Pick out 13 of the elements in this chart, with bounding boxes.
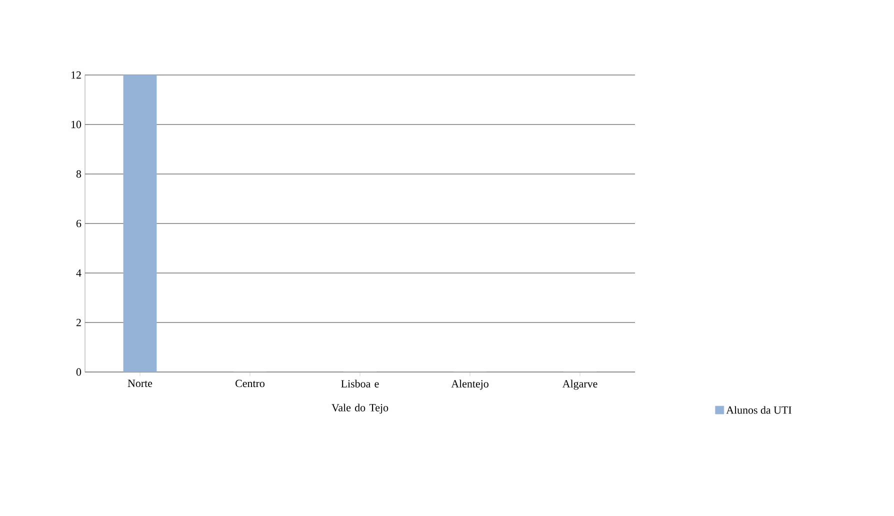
legend-label: Alunos da UTI xyxy=(726,406,792,414)
x-tick-label: Centro xyxy=(236,380,264,388)
y-tick-label: 4 xyxy=(76,269,82,277)
x-tick-label: Algarve xyxy=(562,380,598,390)
y-tick-label: 6 xyxy=(76,220,82,228)
y-tick-label: 0 xyxy=(76,368,82,376)
y-tick-label: 8 xyxy=(76,170,82,178)
x-tick-label: Norte xyxy=(128,380,152,388)
category-label: Lisboa e Vale do Tejo xyxy=(332,380,388,414)
y-tick-label: 10 xyxy=(71,120,82,128)
x-tick-label: Alentejo xyxy=(451,380,488,390)
y-tick-label: 12 xyxy=(71,71,81,79)
y-tick-label: 2 xyxy=(76,318,81,326)
